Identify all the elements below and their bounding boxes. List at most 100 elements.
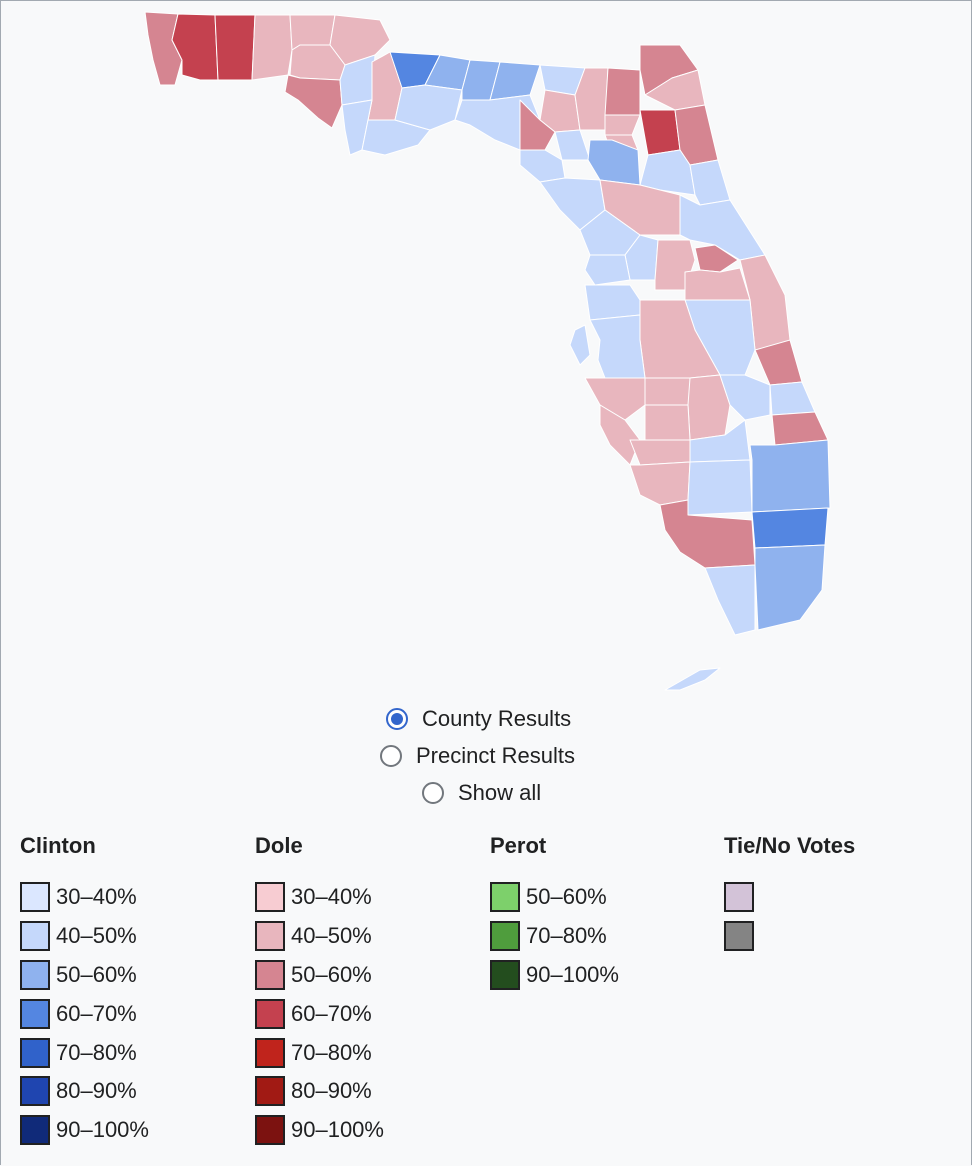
legend-dole: Dole 30–40% 40–50% 50–60% 60–70% 70–80% … — [255, 826, 384, 1150]
county-monroe-mainland[interactable] — [704, 564, 756, 636]
legend-swatch — [724, 882, 754, 913]
legend-swatch — [724, 921, 754, 952]
legend-label: 90–100% — [291, 1117, 384, 1143]
county-columbia[interactable] — [574, 67, 609, 131]
radio-label-show-all[interactable]: Show all — [458, 780, 542, 805]
legend-item: 40–50% — [255, 917, 384, 956]
radio-label-county[interactable]: County Results — [422, 706, 572, 731]
radio-county-results[interactable]: County Results — [386, 706, 571, 732]
county-union[interactable] — [604, 114, 641, 136]
legend-swatch — [490, 959, 520, 990]
county-palm-beach[interactable] — [749, 439, 831, 513]
legend-swatch — [490, 921, 520, 952]
legend-item: 60–70% — [20, 994, 149, 1033]
legend-swatch — [255, 1076, 285, 1107]
radio-precinct-results[interactable]: Precinct Results — [380, 743, 575, 769]
legend-perot: Perot 50–60% 70–80% 90–100% — [490, 826, 619, 994]
radio-button-precinct[interactable] — [380, 745, 402, 767]
county-baker[interactable] — [604, 67, 641, 116]
legend-label: 70–80% — [526, 923, 607, 949]
county-miami-dade[interactable] — [754, 544, 826, 631]
legend-title-tie: Tie/No Votes — [724, 833, 856, 858]
legend-label: 30–40% — [291, 884, 372, 910]
legend-item: 50–60% — [490, 878, 619, 917]
legend-swatch — [255, 998, 285, 1029]
county-broward[interactable] — [751, 507, 829, 549]
county-wakulla[interactable] — [394, 84, 463, 131]
radio-show-all[interactable]: Show all — [422, 780, 541, 806]
legend-label: 80–90% — [56, 1078, 137, 1104]
legend-item: 50–60% — [20, 956, 149, 995]
radio-button-show-all[interactable] — [422, 782, 444, 804]
legend-label: 90–100% — [56, 1117, 149, 1143]
legend-label: 80–90% — [291, 1078, 372, 1104]
county-desoto[interactable] — [644, 404, 691, 441]
county-lee[interactable] — [629, 461, 691, 506]
legend-swatch — [20, 882, 50, 913]
legend-swatch — [255, 959, 285, 990]
county-hendry[interactable] — [687, 459, 753, 516]
legend-swatch — [20, 1115, 50, 1146]
county-flagler[interactable] — [689, 159, 731, 206]
county-clay[interactable] — [639, 109, 681, 156]
legend-swatch — [20, 959, 50, 990]
radio-button-county[interactable] — [386, 708, 408, 730]
legend-item: 50–60% — [255, 956, 384, 995]
county-orange[interactable] — [684, 267, 751, 301]
county-charlotte[interactable] — [629, 439, 691, 466]
radio-label-precinct[interactable]: Precinct Results — [416, 743, 575, 768]
county-hillsborough[interactable] — [589, 314, 646, 379]
county-martin[interactable] — [771, 411, 829, 446]
legend-label: 60–70% — [56, 1000, 137, 1026]
county-hernando[interactable] — [584, 254, 631, 286]
legend-label: 50–60% — [56, 961, 137, 987]
legend-label: 50–60% — [291, 961, 372, 987]
county-st-lucie[interactable] — [769, 381, 816, 416]
county-pinellas[interactable] — [569, 324, 591, 366]
legend-swatch — [20, 998, 50, 1029]
legend-label: 60–70% — [291, 1000, 372, 1026]
legend-label: 70–80% — [56, 1039, 137, 1065]
county-bay[interactable] — [284, 74, 343, 129]
county-pasco[interactable] — [584, 284, 641, 321]
legend-item: 80–90% — [255, 1072, 384, 1111]
legend-label: 30–40% — [56, 884, 137, 910]
county-hardee[interactable] — [644, 377, 691, 406]
legend-title-dole: Dole — [255, 833, 303, 858]
legend-swatch — [20, 1076, 50, 1107]
legend-swatch — [255, 1037, 285, 1068]
legend-clinton: Clinton 30–40% 40–50% 50–60% 60–70% 70–8… — [20, 826, 149, 1150]
county-walton[interactable] — [251, 14, 293, 81]
legend-item: 30–40% — [255, 878, 384, 917]
legend-swatch — [20, 921, 50, 952]
county-gilchrist[interactable] — [554, 129, 591, 161]
legend-tie: Tie/No Votes — [724, 826, 855, 956]
legend-label: 90–100% — [526, 961, 619, 987]
county-lafayette[interactable] — [519, 99, 556, 151]
legend-item: 70–80% — [490, 917, 619, 956]
county-manatee[interactable] — [584, 377, 646, 421]
legend-swatch — [255, 921, 285, 952]
legend-item: 30–40% — [20, 878, 149, 917]
legend-swatch — [255, 1115, 285, 1146]
county-okeechobee[interactable] — [719, 374, 771, 421]
legend-title-perot: Perot — [490, 833, 547, 858]
legend-item: 90–100% — [255, 1111, 384, 1150]
legend-title-clinton: Clinton — [20, 833, 96, 858]
legend-item: 40–50% — [20, 917, 149, 956]
legend-item: 70–80% — [255, 1033, 384, 1072]
florida-county-map — [144, 11, 831, 691]
legend-label: 40–50% — [291, 923, 372, 949]
legend-label: 40–50% — [56, 923, 137, 949]
legend-label: 50–60% — [526, 884, 607, 910]
florida-keys — [664, 667, 721, 691]
legend-label: 70–80% — [291, 1039, 372, 1065]
county-seminole[interactable] — [694, 244, 739, 273]
county-duval[interactable] — [644, 69, 706, 111]
legend-swatch — [20, 1037, 50, 1068]
legend-swatch — [255, 882, 285, 913]
legend-swatch — [490, 882, 520, 913]
county-dixie[interactable] — [519, 149, 566, 183]
legend-item: 90–100% — [490, 956, 619, 995]
county-okaloosa[interactable] — [214, 14, 256, 81]
